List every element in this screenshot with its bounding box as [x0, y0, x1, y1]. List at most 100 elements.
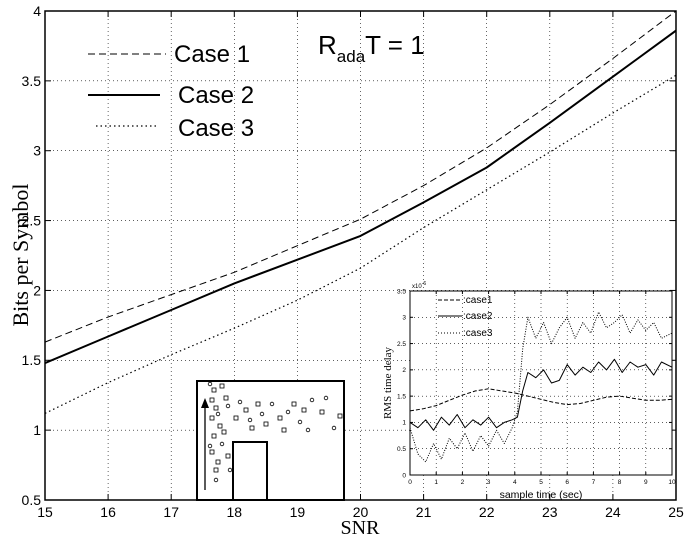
scatterer-circle [237, 399, 243, 405]
x-tick-label: 25 [668, 504, 684, 520]
x-tick-label: 8 [618, 479, 622, 486]
scatterer-circle [323, 395, 329, 401]
x-tick-label: 5 [539, 479, 543, 486]
scatterer-square [277, 415, 283, 421]
scatterer-circle [213, 477, 219, 483]
y-tick-label: 1 [33, 422, 41, 438]
scatterer-circle [309, 397, 315, 403]
series-line-2 [410, 358, 672, 431]
inset-tick-labels: 0 1 2 3 4 5 6 7 8 9 10 0 0.5 1 1.5 2 2.5 3 3.5 [397, 288, 676, 486]
scatterer-circle [259, 411, 265, 417]
scatterer-square [223, 395, 229, 401]
scatterer-square [233, 415, 239, 421]
scatterer-square [209, 397, 215, 403]
scatterer-points [207, 381, 343, 483]
scatterer-square [319, 409, 325, 415]
scatterer-circle [247, 417, 253, 423]
scatterer-square [217, 423, 223, 429]
main-y-axis-label: Bits per Symbol [8, 183, 33, 326]
y-tick-label: 0 [402, 472, 406, 479]
series-line-2 [45, 29, 676, 365]
y-tick-label: 3 [33, 143, 41, 159]
inset-legend-label-case3: :case3 [463, 328, 493, 339]
y-tick-label: 0.5 [397, 446, 406, 453]
scatterer-circle [207, 381, 213, 387]
scatterer-circle [269, 401, 275, 407]
y-tick-label: 2 [33, 282, 41, 298]
scatterer-circle [227, 467, 233, 473]
scenario-illustration [196, 380, 345, 501]
main-series-lines [45, 11, 676, 414]
y-tick-label: 2.5 [22, 212, 42, 228]
x-tick-label: 18 [227, 504, 243, 520]
rate-annotation: RadaT = 1 [318, 30, 425, 66]
scatterer-circle [207, 443, 213, 449]
inset-x-axis-label: sample time (sec) [500, 489, 583, 501]
scatterer-square [221, 429, 227, 435]
main-legend: Case 1 Case 2 Case 3 [88, 41, 254, 142]
room-outline [196, 380, 345, 501]
scatterer-square [301, 407, 307, 413]
scatterer-square [255, 401, 261, 407]
x-tick-label: 3 [487, 479, 491, 486]
scatterer-circle [297, 419, 303, 425]
inset-grid [409, 290, 673, 476]
x-tick-label: 10 [668, 479, 676, 486]
x-tick-label: 7 [592, 479, 596, 486]
x-tick-label: 4 [513, 479, 517, 486]
y-tick-label: 4 [33, 3, 41, 19]
main-grid [44, 10, 677, 501]
y-tick-label: 2.5 [397, 341, 406, 348]
x-tick-label: 16 [100, 504, 116, 520]
y-tick-label: 2 [402, 367, 406, 374]
x-tick-label: 0 [408, 479, 412, 486]
x-tick-label: 24 [605, 504, 621, 520]
series-line-3 [45, 74, 676, 414]
scatterer-square [337, 413, 343, 419]
scatterer-square [281, 427, 287, 433]
scatterer-circle [305, 427, 311, 433]
x-tick-label: 15 [37, 504, 53, 520]
main-x-axis-label: SNR [341, 517, 381, 539]
x-tick-label: 23 [542, 504, 558, 520]
inset-series-lines [410, 311, 672, 463]
inset-legend-label-case2: :case2 [463, 311, 493, 322]
x-tick-label: 17 [163, 504, 179, 520]
legend-label-case2: Case 2 [178, 82, 254, 109]
scatterer-square [291, 401, 297, 407]
main-tick-labels: 15 16 17 18 19 20 21 22 23 24 250.511.522.533.54 [22, 3, 684, 520]
y-tick-label: 3.5 [22, 73, 42, 89]
y-tick-label: 0.5 [22, 492, 42, 508]
inset-multiplier: x10-6 [412, 281, 426, 290]
scatterer-square [211, 387, 217, 393]
x-tick-label: 6 [565, 479, 569, 486]
scatterer-square [209, 415, 215, 421]
x-tick-label: 20 [353, 504, 369, 520]
scatterer-square [213, 467, 219, 473]
legend-label-case1: Case 1 [174, 41, 250, 68]
scatterer-square [263, 421, 269, 427]
scatterer-square [211, 433, 217, 439]
door-rectangle [232, 441, 268, 501]
scatterer-square [213, 405, 219, 411]
x-tick-label: 21 [416, 504, 432, 520]
y-tick-label: 1 [402, 420, 406, 427]
scatterer-square [243, 407, 249, 413]
scatterer-square [225, 453, 231, 459]
inset-legend-label-case1: :case1 [463, 295, 493, 306]
scatterer-circle [219, 441, 225, 447]
x-tick-label: 1 [434, 479, 438, 486]
arrow-head [201, 398, 209, 408]
x-tick-label: 9 [644, 479, 648, 486]
y-tick-label: 1.5 [397, 393, 406, 400]
legend-label-case3: Case 3 [178, 115, 254, 142]
scatterer-square [215, 459, 221, 465]
x-tick-label: 22 [479, 504, 495, 520]
scatterer-circle [225, 403, 231, 409]
scatterer-circle [215, 411, 221, 417]
y-tick-label: 3.5 [397, 288, 406, 295]
inset-legend: :case1 :case2 :case3 [438, 295, 493, 339]
series-line-1 [410, 388, 672, 412]
scatterer-circle [331, 425, 337, 431]
